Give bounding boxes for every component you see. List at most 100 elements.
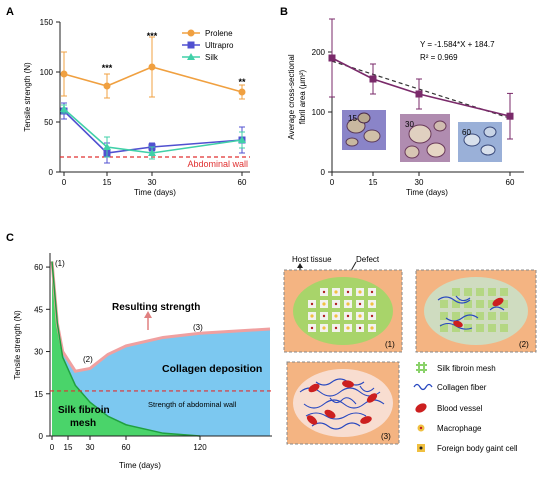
macrophage-cell [334,314,338,318]
panel-b-xlabel: Time (days) [406,188,448,197]
panel-a-ylabel: Tensile strength (N) [23,62,32,132]
macrophage-cell [334,290,338,294]
panel-c-xlabel: Time (days) [119,461,161,470]
legend-label-prolene: Prolene [205,29,233,38]
panel-c-xtick-label: 120 [193,443,207,452]
mesh-strand [500,312,508,320]
mesh-strand [440,324,448,332]
panel-b-series-line [331,57,511,117]
collagen-fiber [315,378,365,386]
mesh-strand [464,288,472,296]
collagen-fiber [359,385,375,393]
resulting-strength-label: Resulting strength [112,302,200,313]
mesh-strand [452,300,460,308]
collagen-fiber [437,296,471,304]
legend-foreign-body-cell: Foreign body gaint cell [437,444,518,453]
blood-vessel-icon [415,403,427,413]
mesh-strand [452,324,460,332]
panel-b-point [506,112,514,120]
silk-mesh-area [52,261,200,436]
macrophage-icon [417,424,425,432]
blood-vessel [306,415,318,425]
silk-mesh-label-line1: Silk fibroin [58,405,110,416]
foreign-body-cell [346,314,350,318]
panel-letter-a: A [6,6,14,18]
mesh-strand [464,300,472,308]
foreign-body-cell [334,326,338,330]
mesh-strand [500,288,508,296]
panel-a-ytick-label: 150 [40,18,54,27]
foreign-body-cell [370,290,374,294]
foreign-body-cell [370,314,374,318]
histology-inset-30: 30 [400,114,450,162]
blood-vessel [308,383,320,393]
stage-2-box: (2) [415,269,537,353]
panel-b-xtick-label: 0 [330,178,335,187]
mesh-strand [488,324,496,332]
macrophage-cell [310,314,314,318]
histology-inset-60: 60 [458,122,502,162]
foreign-body-cell [310,302,314,306]
stage-3-box: (3) [286,361,400,445]
silk-mesh-label-line2: mesh [70,418,96,429]
panel-b-xtick-label: 30 [415,178,424,187]
panel-b-ylabel-line2: fibril area (μm²) [298,69,307,124]
panel-b-ytick-label: 100 [312,108,326,117]
panel-b-point [328,54,336,62]
panel-a-point-silk [238,136,246,143]
mesh-strand [488,300,496,308]
panel-letter-b: B [280,6,288,18]
panel-c-ytick-label: 15 [34,390,43,399]
mesh-strand [452,288,460,296]
panel-a-point-silk [103,143,111,150]
panel-c-ylabel: Tensile strength (N) [13,310,22,380]
panel-a-xtick-label: 60 [238,178,247,187]
macrophage-cell [358,314,362,318]
panel-c-ytick-label: 45 [34,305,43,314]
panel-a-point-prolene [238,88,246,96]
panel-letter-c: C [6,232,14,244]
legend-label-ultrapro: Ultrapro [205,41,234,50]
mesh-strand [464,312,472,320]
macrophage-cell [322,302,326,306]
defect-label: Defect [356,255,380,264]
macrophage-cell [358,290,362,294]
panel-a-xtick-label: 15 [103,178,112,187]
mesh-strand [476,300,484,308]
blood-vessel [453,320,463,328]
panel-b-point [415,90,423,98]
mesh-strand [500,300,508,308]
panel-a-series-line-silk [63,108,243,154]
foreign-body-cell [322,314,326,318]
mesh-strand [488,312,496,320]
panel-c-ytick-label: 30 [34,348,43,357]
panel-b-xtick-label: 15 [369,178,378,187]
foreign-body-cell [322,290,326,294]
panel-a-point-silk [60,105,68,112]
blood-vessel [342,380,354,388]
legend-macrophage: Macrophage [437,424,482,433]
panel-c-ytick-label: 0 [39,432,44,441]
point-label-2: (2) [83,355,93,364]
panel-b-point [369,75,377,83]
host-tissue-label: Host tissue [292,255,332,264]
mesh-strand [440,312,448,320]
collagen-fiber [489,306,505,311]
panel-a-ytick-label: 0 [49,168,54,177]
foreign-body-cell-icon [417,444,425,452]
panel-a-chart: Tensile strength (N) Time (days) 0 50 100 1… [23,18,250,197]
panel-b-ylabel-line1: Average cross-sectional [287,54,296,139]
blood-vessel [366,393,378,403]
histology-inset-15: 15 [342,110,386,150]
inset-label-30: 30 [405,120,414,129]
foreign-body-cell [310,326,314,330]
abdominal-wall-strength-label: Strength of abdominal wall [148,400,237,409]
mesh-strand [476,288,484,296]
mesh-strand [488,288,496,296]
panel-b-chart: Average cross-sectional fibril area (μm²… [287,18,524,197]
point-label-1: (1) [55,259,65,268]
panel-b-ytick-label: 200 [312,48,326,57]
significance-stars: *** [147,31,158,41]
panel-c-xtick-label: 30 [86,443,95,452]
